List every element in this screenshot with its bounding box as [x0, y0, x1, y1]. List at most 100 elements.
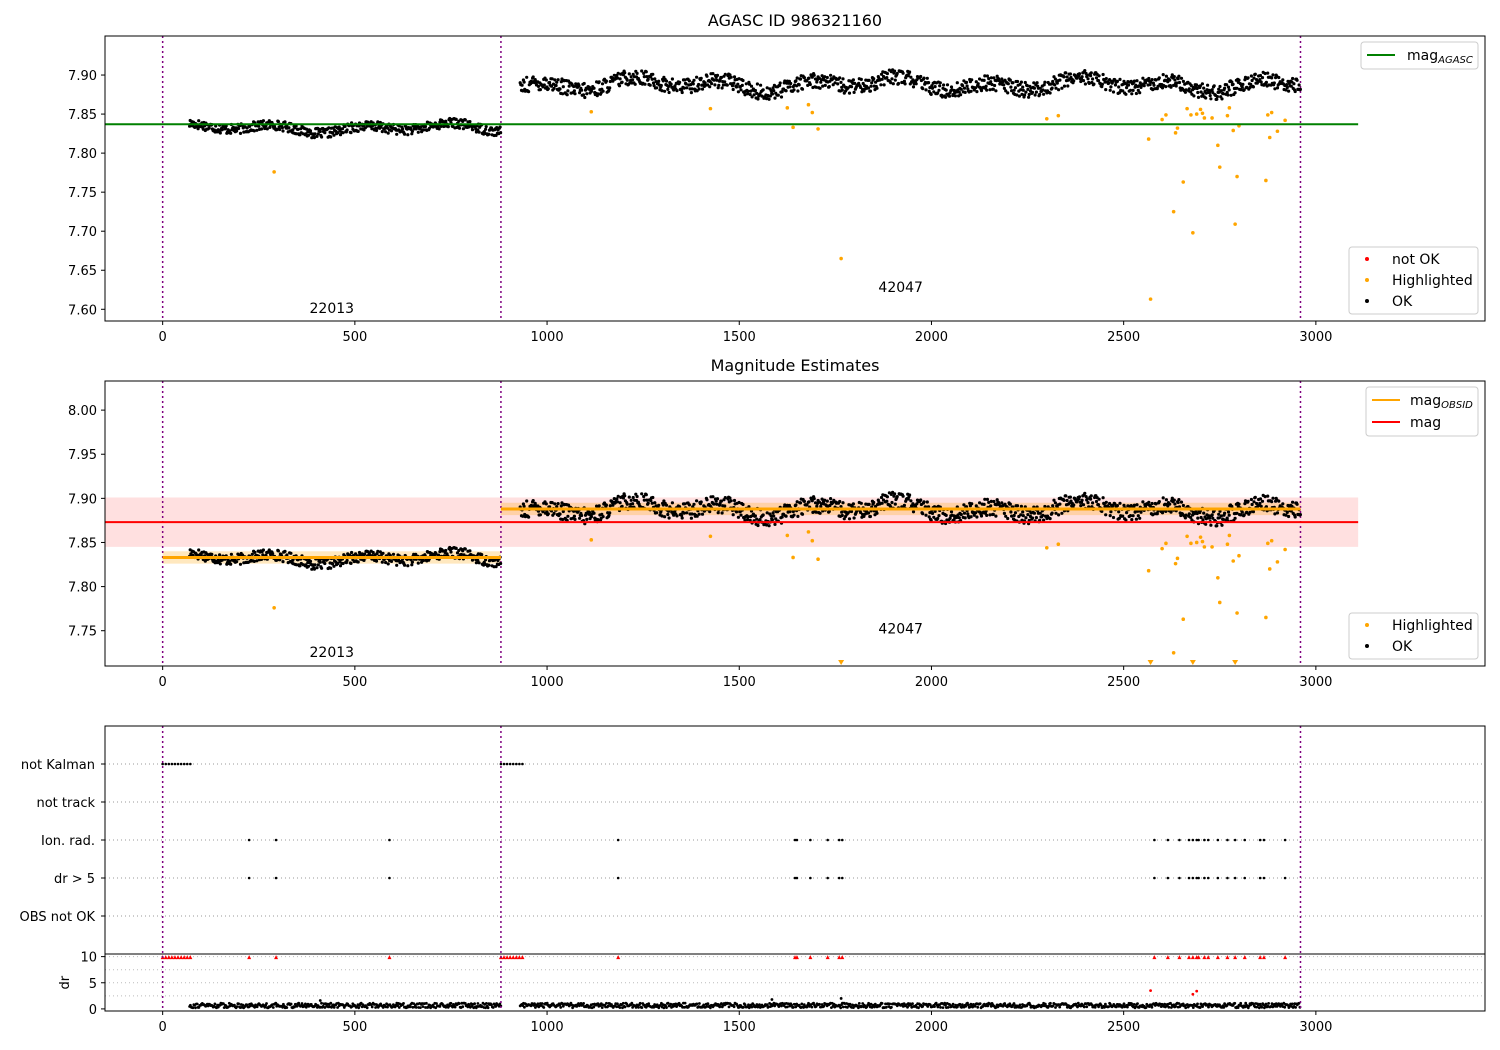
highlighted-point	[272, 605, 276, 610]
ok-point	[1196, 90, 1200, 95]
ok-point	[687, 79, 692, 83]
flag-point	[189, 762, 192, 766]
ok-point	[1240, 85, 1244, 89]
flag-point	[1226, 876, 1229, 880]
ok-point	[381, 551, 385, 555]
ok-point	[685, 86, 689, 90]
dr-point	[841, 1005, 845, 1009]
ok-point	[1168, 78, 1172, 82]
ok-point	[715, 78, 719, 82]
dr-point	[683, 1001, 687, 1005]
y-tick-label: 7.80	[68, 581, 97, 596]
ok-point	[890, 500, 894, 505]
ok-point	[527, 90, 531, 94]
ok-point	[1066, 84, 1070, 88]
ok-point	[495, 126, 499, 130]
ok-point	[989, 504, 993, 508]
ok-point	[987, 500, 991, 504]
ok-point	[770, 92, 775, 96]
ok-point	[1258, 78, 1262, 82]
ok-point	[739, 513, 743, 517]
ok-point	[922, 500, 926, 504]
ok-point	[893, 78, 897, 82]
ok-point	[841, 77, 845, 81]
ok-point	[1237, 78, 1241, 82]
ok-point	[604, 79, 609, 83]
ok-point	[1024, 516, 1028, 520]
dr-point	[917, 1006, 920, 1010]
ok-point	[455, 551, 460, 555]
ok-point	[1170, 496, 1174, 500]
ok-point	[974, 504, 978, 508]
x-tick-label: 1000	[531, 675, 564, 690]
ok-point	[1055, 81, 1059, 85]
dr-point	[732, 1005, 736, 1009]
ok-point	[635, 71, 639, 75]
ok-point	[1006, 91, 1010, 95]
ok-point	[921, 87, 925, 91]
ok-point	[1130, 92, 1134, 96]
ok-point	[1266, 71, 1270, 75]
ok-point	[829, 73, 833, 77]
ok-point	[283, 120, 287, 124]
dr-point	[473, 1002, 476, 1006]
ok-point	[1062, 84, 1067, 88]
dr-point	[618, 1006, 622, 1009]
ok-point	[927, 81, 931, 85]
ok-point	[723, 504, 727, 508]
ok-point	[596, 518, 600, 522]
ok-point	[1242, 513, 1246, 517]
ok-point	[773, 96, 777, 100]
ok-point	[1251, 510, 1255, 514]
ok-point	[852, 90, 856, 94]
ok-point	[1211, 516, 1215, 520]
dr-point	[637, 1006, 640, 1009]
flag-point	[515, 762, 518, 766]
dr-point	[542, 1006, 546, 1009]
ok-point	[642, 75, 646, 79]
dr-clipped-marker	[1283, 955, 1288, 960]
dr-point	[1196, 1002, 1199, 1006]
ok-point	[238, 131, 243, 135]
ok-point	[1220, 97, 1224, 101]
highlighted-point	[810, 110, 815, 115]
ok-point	[1121, 89, 1125, 93]
ok-point	[705, 74, 709, 78]
ok-point	[612, 73, 616, 77]
ok-point	[1202, 511, 1206, 515]
ok-point	[990, 82, 994, 87]
ok-point	[859, 510, 863, 515]
ok-point	[573, 92, 577, 96]
x-tick-label: 1500	[723, 1020, 756, 1035]
highlighted-point	[1267, 135, 1272, 140]
ok-point	[389, 559, 394, 564]
ok-point	[616, 71, 620, 75]
ok-point	[765, 86, 769, 90]
ok-point	[1108, 514, 1112, 518]
ok-point	[716, 511, 720, 515]
highlighted-point	[1267, 567, 1272, 571]
ok-point	[580, 513, 584, 518]
ok-point	[631, 502, 635, 506]
dr-point	[485, 1002, 488, 1005]
ok-point	[1094, 499, 1099, 504]
ok-point	[819, 80, 823, 84]
ok-point	[487, 132, 491, 136]
ok-point	[1149, 505, 1153, 509]
dr-clipped-marker	[1177, 955, 1182, 960]
x-tick-label: 2000	[915, 330, 948, 345]
ok-point	[1204, 522, 1208, 526]
ok-point	[969, 89, 973, 93]
flag-point	[1216, 876, 1220, 880]
ok-point	[1226, 510, 1231, 514]
ok-point	[1113, 83, 1118, 87]
ok-point	[1211, 91, 1215, 95]
flag-point	[1283, 876, 1287, 880]
ok-point	[739, 88, 743, 92]
ok-point	[819, 502, 824, 506]
ok-point	[663, 515, 667, 519]
dr-point	[461, 1005, 465, 1009]
dr-spike-point	[839, 997, 843, 1000]
flag-point	[1258, 876, 1262, 880]
ok-point	[1021, 514, 1025, 518]
